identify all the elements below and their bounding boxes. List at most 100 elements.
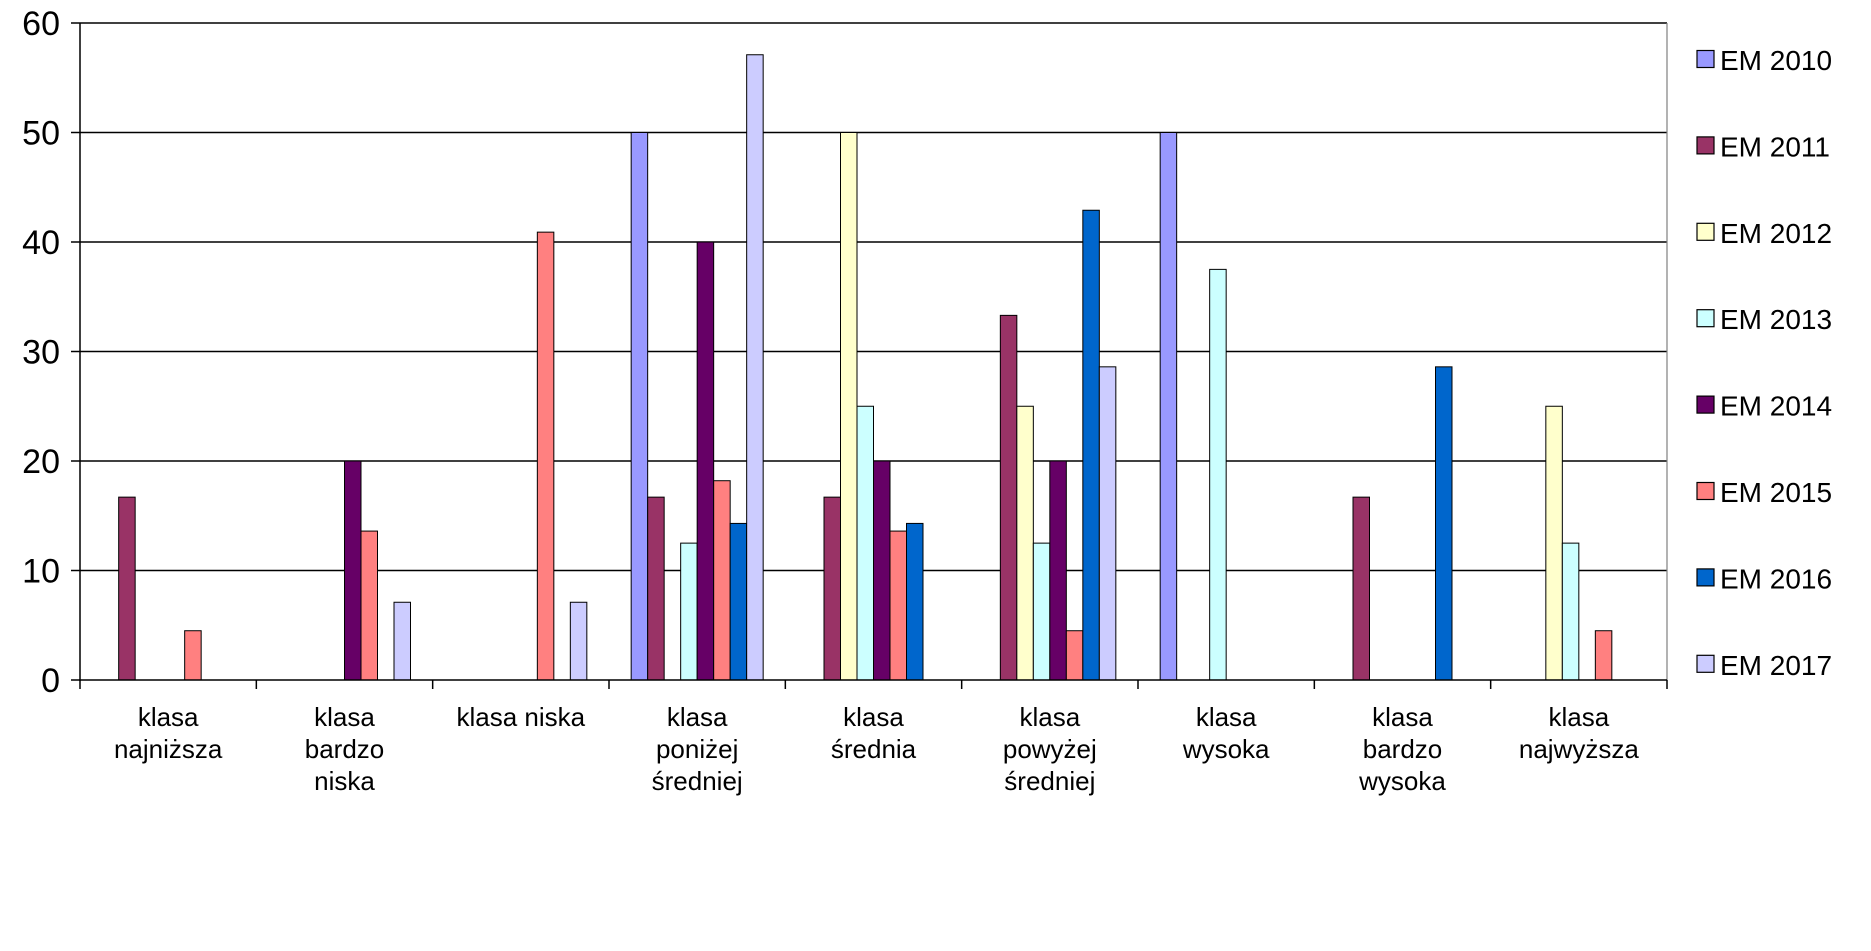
x-tick-label-line: klasa [843,702,904,732]
legend: EM 2010 EM 2011 EM 2012 EM 2013 EM 2014 EM 20… [1696,45,1832,681]
legend-item-em-2011: EM 2011 [1696,131,1830,162]
bar-em-2011-cat-5 [823,496,841,681]
x-tick-label-line: wysoka [1358,766,1446,796]
x-tick-label-line: niska [314,766,375,796]
bar-em-2016-cat-5 [906,522,924,681]
legend-label: EM 2011 [1720,131,1830,162]
bar-em-2011-cat-4 [647,496,665,681]
bar-em-2017-cat-4 [746,54,764,681]
bar-em-2012-cat-6 [1016,405,1034,681]
x-tick-label-2: klasa bardzo niska [305,702,385,796]
bar-em-2015-cat-5 [889,530,907,681]
x-tick-label-line: najwyższa [1519,734,1639,764]
bar-em-2017-cat-3 [569,601,588,681]
x-tick-label-5: klasa średnia [831,702,917,764]
x-tick-label-line: poniżej [656,734,738,764]
legend-swatch [1696,481,1715,501]
y-tick-label-0: 0 [41,662,60,700]
bar-em-2015-cat-3 [536,231,555,681]
x-tick-label-line: najniższa [114,734,223,764]
legend-label: EM 2016 [1720,563,1832,594]
legend-item-em-2012: EM 2012 [1696,218,1832,249]
legend-label: EM 2017 [1720,650,1832,681]
x-tick-label-line: powyżej [1003,734,1097,764]
bar-em-2015-cat-1 [184,630,202,681]
legend-label: EM 2010 [1720,45,1832,76]
legend-swatch [1696,654,1715,673]
bar-em-2015-cat-6 [1065,630,1084,681]
x-tick-label-line: klasa [1019,702,1080,732]
x-tick-label-line: klasa [667,702,728,732]
bar-em-2011-cat-1 [118,496,136,681]
bar-em-2010-cat-7 [1159,132,1178,681]
legend-swatch [1696,395,1715,414]
bar-em-2013-cat-7 [1209,268,1227,681]
bar-em-2010-cat-4 [630,132,649,681]
legend-item-em-2015: EM 2015 [1696,477,1832,508]
legend-item-em-2010: EM 2010 [1696,45,1832,76]
bar-em-2014-cat-5 [873,460,891,681]
bar-em-2011-cat-6 [999,314,1018,681]
x-tick-label-line: średniej [652,766,743,796]
legend-label: EM 2015 [1720,477,1832,508]
legend-swatch [1696,309,1715,328]
y-tick-label-20: 20 [22,443,60,481]
legend-label: EM 2014 [1720,391,1832,422]
axes [71,22,1668,689]
y-tick-label-10: 10 [22,553,60,591]
y-tick-label-60: 60 [22,5,60,43]
bars [118,54,1613,681]
x-tick-label-line: klasa [1196,702,1257,732]
x-tick-label-line: bardzo [305,734,385,764]
bar-em-2013-cat-9 [1561,542,1580,681]
x-tick-label-line: klasa [1372,702,1433,732]
legend-label: EM 2013 [1720,304,1832,335]
legend-swatch [1696,136,1715,155]
bar-em-2016-cat-4 [729,522,748,681]
x-tick-label-line: średniej [1004,766,1095,796]
bar-em-2017-cat-6 [1098,366,1117,681]
bar-em-2012-cat-9 [1545,405,1563,681]
bar-em-2011-cat-8 [1352,496,1370,681]
x-tick-label-line: klasa niska [457,702,586,732]
x-tick-label-4: klasa poniżej średniej [652,702,743,796]
bar-em-2015-cat-9 [1594,630,1613,681]
y-tick-label-40: 40 [22,224,60,262]
legend-item-em-2014: EM 2014 [1696,391,1832,422]
y-tick-label-50: 50 [22,115,60,153]
legend-swatch [1696,222,1715,241]
bar-em-2015-cat-4 [713,480,731,681]
x-tick-label-8: klasa bardzo wysoka [1358,702,1446,796]
bar-em-2014-cat-2 [344,460,362,681]
legend-item-em-2013: EM 2013 [1696,304,1832,335]
x-tick-label-6: klasa powyżej średniej [1003,702,1097,796]
legend-swatch [1696,49,1715,69]
legend-swatch [1696,568,1715,587]
legend-item-em-2017: EM 2017 [1696,650,1832,681]
bar-em-2015-cat-2 [360,530,378,681]
bar-em-2014-cat-6 [1049,460,1067,681]
bar-em-2016-cat-8 [1435,366,1453,681]
bar-em-2013-cat-6 [1032,542,1051,681]
x-tick-label-line: klasa [314,702,375,732]
x-tick-label-line: klasa [1548,702,1609,732]
bar-em-2016-cat-6 [1082,209,1100,681]
x-tick-label-1: klasa najniższa [114,702,223,764]
bar-em-2012-cat-5 [840,132,858,681]
x-tick-label-3: klasa niska [457,702,586,732]
x-tick-label-7: klasa wysoka [1182,702,1270,764]
bar-em-2014-cat-4 [696,241,715,681]
bar-em-2013-cat-5 [856,405,874,681]
x-tick-label-line: bardzo [1363,734,1443,764]
bar-em-2017-cat-2 [393,601,411,681]
x-tick-label-line: średnia [831,734,917,764]
legend-item-em-2016: EM 2016 [1696,563,1832,594]
y-tick-label-30: 30 [22,334,60,372]
legend-label: EM 2012 [1720,218,1832,249]
y-axis-tick-labels: 0 10 20 30 40 50 60 [22,5,60,700]
bar-em-2013-cat-4 [680,542,698,681]
x-tick-label-line: klasa [138,702,199,732]
